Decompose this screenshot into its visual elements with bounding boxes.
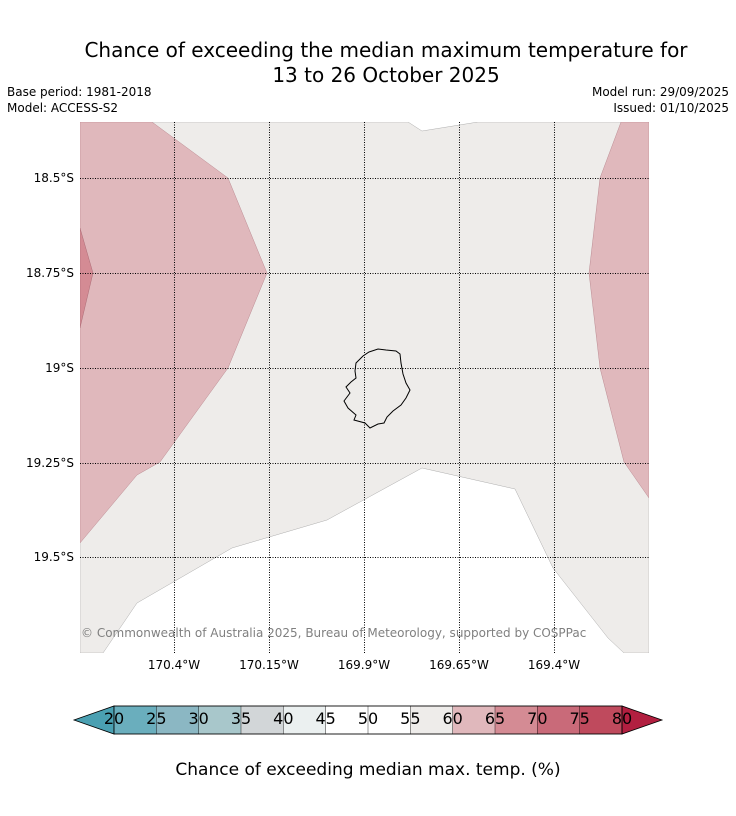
colorbar-segment [113,705,157,735]
lat-label: 18.75°S [26,266,74,280]
chart-title: Chance of exceeding the median maximum t… [0,38,736,88]
colorbar-segments [72,705,664,735]
map-area [80,122,649,653]
colorbar-tick-label: 45 [315,709,336,728]
title-line-1: Chance of exceeding the median maximum t… [84,38,688,62]
colorbar-tick-label: 60 [442,709,463,728]
colorbar-segment [410,705,454,735]
colorbar-tick-label: 30 [188,709,209,728]
colorbar-tick-label: 50 [357,709,379,728]
colorbar-segment [156,705,200,735]
colorbar-segment [198,705,242,735]
gridlines [80,122,649,653]
colorbar-tick-label: 65 [484,709,506,728]
colorbar-segment [537,705,581,735]
title-line-2: 13 to 26 October 2025 [272,63,500,87]
model-run: Model run: 29/09/2025 [591,85,729,99]
colorbar-tick-label: 55 [400,709,421,728]
lat-label: 19°S [45,361,74,375]
colorbar-segment [452,705,496,735]
colorbar-tick-label: 40 [273,709,294,728]
colorbar-tick-label: 35 [230,709,252,728]
base-period: Base period: 1981-2018 [7,85,152,99]
colorbar-segment [494,705,538,735]
colorbar-segment [240,705,284,735]
niue-island-outline [343,348,411,429]
lon-label: 169.9°W [337,658,391,672]
colorbar-tick-label: 75 [569,709,590,728]
lon-label: 170.4°W [147,658,201,672]
lat-label: 19.5°S [33,550,74,564]
meta-left: Base period: 1981-2018 Model: ACCESS-S2 [7,84,152,116]
lat-label: 19.25°S [26,456,74,470]
issued-date: Issued: 01/10/2025 [613,101,729,115]
lon-label: 169.4°W [527,658,581,672]
lon-label: 170.15°W [239,658,299,672]
band-60-65-east [588,122,649,499]
colorbar-frame [113,705,623,735]
meta-right: Model run: 29/09/2025 Issued: 01/10/2025 [592,84,729,116]
colorbar-tick-label: 80 [611,709,633,728]
lat-label: 18.5°S [33,171,74,185]
colorbar-segment [367,705,411,735]
copyright-notice: © Commonwealth of Australia 2025, Bureau… [81,626,587,640]
colorbar-segment [579,705,623,735]
colorbar-ticks: 20 25 30 35 40 45 50 55 60 65 70 75 80 [0,709,736,729]
colorbar-segment [325,705,369,735]
band-65-70 [80,227,94,329]
model-name: Model: ACCESS-S2 [7,101,119,115]
lon-label: 169.65°W [429,658,489,672]
colorbar-tick-label: 20 [103,709,125,728]
colorbar-segment [283,705,327,735]
colorbar-tick-label: 25 [146,709,167,728]
colorbar-tick-label: 70 [527,709,548,728]
colorbar-label: Chance of exceeding median max. temp. (%… [175,760,561,780]
